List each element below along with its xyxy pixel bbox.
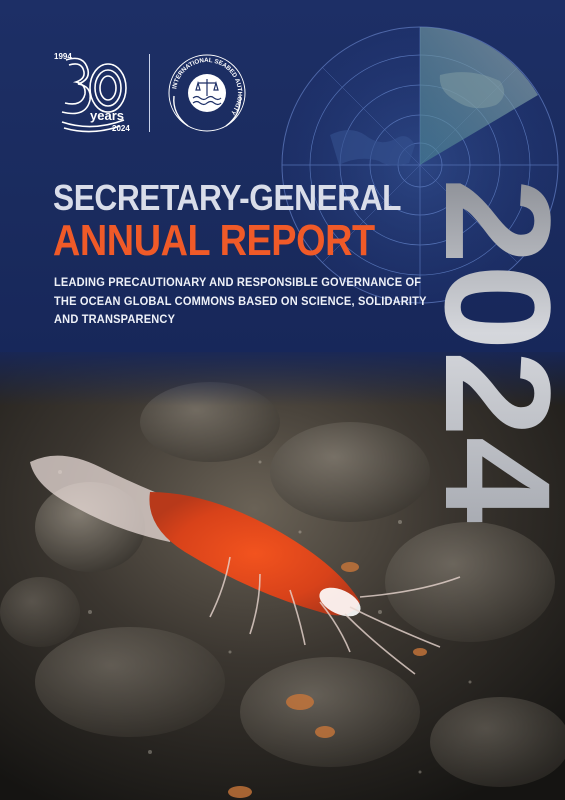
report-subtitle: LEADING PRECAUTIONARY AND RESPONSIBLE GO… <box>54 275 427 326</box>
isa-emblem-logo: INTERNATIONAL SEABED AUTHORITY <box>168 54 246 132</box>
title-annual-report: ANNUAL REPORT <box>53 216 375 265</box>
radar-globe-graphic <box>281 26 559 304</box>
logo-start-year: 1994 <box>54 52 72 61</box>
logo-divider <box>149 54 150 132</box>
deep-sea-shrimp-photo <box>0 352 565 800</box>
year-text: 2024 <box>428 178 553 523</box>
logo-end-year: 2024 <box>112 124 130 133</box>
title-secretary-general: SECRETARY-GENERAL <box>53 177 402 218</box>
anniversary-30-years-logo <box>61 57 127 133</box>
year-2024-vertical: 2024 <box>428 178 553 523</box>
logo-years-word: years <box>90 108 124 123</box>
